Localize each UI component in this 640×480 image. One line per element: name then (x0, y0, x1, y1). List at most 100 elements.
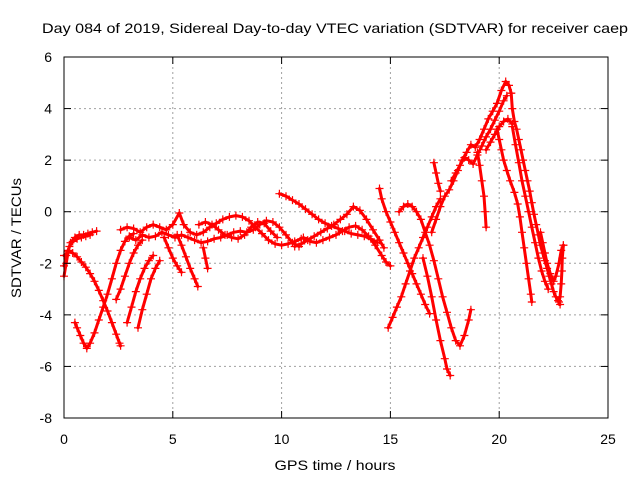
data-point (524, 274, 533, 283)
data-point (521, 192, 530, 201)
data-point (64, 247, 73, 256)
data-point (236, 227, 245, 236)
series-29-line (539, 230, 565, 283)
data-point (495, 107, 504, 116)
y-tick-label: 4 (44, 101, 52, 117)
data-point (199, 243, 208, 252)
y-tick-label: -6 (40, 358, 53, 374)
data-point (107, 274, 116, 283)
data-point (173, 230, 182, 239)
data-point (508, 104, 517, 113)
data-point (201, 218, 210, 226)
data-point (456, 161, 464, 170)
data-point (321, 219, 330, 228)
data-point (379, 243, 388, 252)
data-point (295, 200, 303, 208)
data-point (513, 200, 522, 208)
data-point (371, 241, 380, 250)
data-point (510, 117, 519, 126)
data-point (68, 237, 77, 246)
data-point (495, 135, 504, 144)
data-point (134, 323, 142, 332)
data-point (460, 153, 469, 162)
data-point (521, 166, 530, 175)
data-point (73, 234, 82, 243)
data-point (536, 228, 545, 237)
data-point (429, 158, 438, 167)
data-point (502, 166, 511, 175)
y-axis-label: SDTVAR / TECUs (8, 178, 24, 298)
data-point (240, 230, 249, 239)
series-22-line (449, 94, 509, 183)
data-point (419, 254, 427, 263)
data-point (499, 156, 508, 165)
data-point (401, 279, 410, 288)
data-point (421, 300, 430, 309)
data-point (544, 285, 553, 294)
data-point (440, 192, 449, 201)
y-tick-label: 6 (44, 49, 52, 65)
data-point (284, 239, 293, 248)
data-point (273, 233, 282, 242)
data-point (440, 354, 449, 363)
data-point (316, 228, 325, 237)
data-point (288, 196, 297, 205)
data-point (338, 227, 347, 236)
data-point (446, 371, 455, 380)
data-point (318, 236, 327, 245)
data-point (443, 308, 451, 317)
data-point (208, 220, 216, 229)
data-point (506, 176, 515, 185)
data-point (177, 241, 186, 250)
data-point (127, 303, 136, 312)
data-point (212, 219, 221, 228)
data-point (140, 264, 149, 273)
data-point (427, 212, 436, 221)
data-point (392, 303, 401, 312)
data-point (234, 234, 243, 243)
axis-ticks (63, 56, 609, 419)
data-point (499, 117, 508, 126)
data-point (507, 89, 516, 98)
data-point (149, 220, 158, 229)
data-point (116, 285, 125, 294)
data-point (157, 228, 166, 237)
data-point (68, 249, 77, 257)
data-point (77, 233, 86, 242)
data-point (184, 233, 192, 242)
data-point (375, 236, 384, 245)
data-point (436, 202, 445, 211)
data-point (264, 236, 273, 245)
data-point (525, 187, 534, 196)
data-point (432, 316, 441, 324)
data-point (168, 254, 177, 263)
data-point (557, 279, 566, 288)
y-tick-label: -4 (40, 307, 53, 323)
data-point (347, 229, 356, 238)
data-point (201, 254, 210, 263)
x-tick-label: 20 (491, 431, 507, 447)
data-point (160, 233, 169, 242)
data-point (412, 207, 421, 216)
data-point (466, 140, 475, 149)
data-point (475, 135, 484, 144)
data-point (336, 215, 345, 224)
data-point (345, 223, 354, 232)
data-point (164, 230, 173, 239)
data-point (546, 269, 555, 278)
data-point (353, 230, 362, 239)
data-point (416, 290, 425, 299)
data-point (301, 205, 310, 214)
data-point (247, 223, 256, 232)
data-point (386, 261, 395, 270)
data-point (268, 218, 277, 226)
data-point (503, 114, 512, 123)
data-point (103, 307, 112, 315)
data-point (432, 169, 441, 177)
data-point (197, 238, 206, 247)
data-point (90, 277, 99, 286)
data-point (386, 218, 395, 226)
x-tick-label: 10 (274, 431, 290, 447)
data-point (238, 212, 247, 221)
